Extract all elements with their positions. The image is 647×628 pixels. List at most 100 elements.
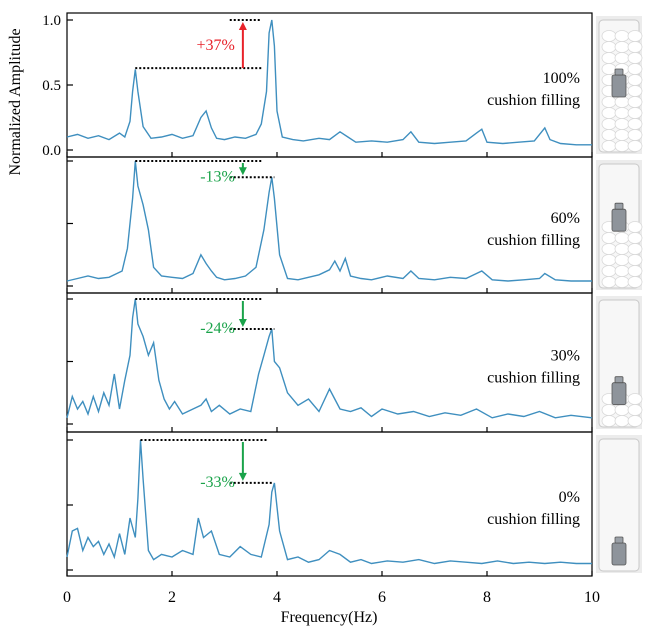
change-percent-label: -13% [200, 168, 235, 185]
jar-photo [596, 160, 643, 290]
metal-weight [611, 542, 627, 566]
y-tick-label: 0.5 [42, 78, 61, 94]
metal-weight-knob [614, 202, 624, 210]
x-tick-label: 2 [168, 589, 176, 606]
cushion-ball [601, 232, 617, 244]
panels: 0.0 0.5 1.0 +37% 100% cushion filling -13% 60% c… [42, 12, 593, 577]
cushion-ball [627, 30, 643, 42]
cushion-ball [627, 63, 643, 75]
cushion-ball [614, 265, 630, 277]
cushion-ball [627, 107, 643, 119]
cushion-ball [614, 41, 630, 53]
jar-photo [596, 296, 643, 429]
cushion-ball [627, 140, 643, 152]
panel-frame [66, 431, 593, 577]
change-percent-label: -24% [200, 320, 235, 337]
cushion-ball [601, 63, 617, 75]
cushion-ball [601, 254, 617, 266]
panel-60pct: -13% 60% cushion filling [66, 156, 593, 294]
change-arrow-head [238, 472, 247, 481]
cushion-ball [627, 221, 643, 233]
cushion-ball [614, 404, 630, 416]
y-tick-label: 1.0 [42, 13, 61, 29]
cushion-ball [614, 129, 630, 141]
x-tick-label: 8 [483, 589, 491, 606]
cushion-ball [627, 393, 643, 405]
cushion-ball [627, 74, 643, 86]
x-tick-label: 10 [584, 589, 600, 606]
filling-text-label: cushion filling [487, 370, 580, 387]
change-percent-label: -33% [200, 474, 235, 491]
cushion-ball [614, 118, 630, 130]
x-axis: 0 2 4 6 8 10 [63, 589, 600, 606]
cushion-ball [614, 140, 630, 152]
x-tick-label: 4 [273, 589, 281, 606]
filling-text-label: cushion filling [487, 92, 580, 109]
metal-weight [611, 74, 627, 98]
cushion-ball [627, 232, 643, 244]
cushion-ball [627, 129, 643, 141]
change-arrow-head [238, 22, 247, 30]
spectrum-line [66, 298, 593, 419]
metal-weight [611, 208, 627, 232]
cushion-ball [627, 243, 643, 255]
change-arrow-head [238, 319, 247, 327]
cushion-ball [601, 96, 617, 108]
cushion-ball [614, 232, 630, 244]
cushion-ball [627, 276, 643, 288]
cushion-ball [601, 30, 617, 42]
panel-30pct: -24% 30% cushion filling [66, 292, 593, 433]
cushion-ball [601, 276, 617, 288]
cushion-ball [601, 52, 617, 64]
cushion-ball [627, 52, 643, 64]
x-tick-label: 0 [63, 589, 71, 606]
cushion-ball [601, 41, 617, 53]
cushion-ball [601, 118, 617, 130]
cushion-ball [627, 254, 643, 266]
photos [596, 16, 643, 573]
cushion-ball [627, 85, 643, 97]
filling-percent-label: 30% [551, 348, 580, 365]
cushion-ball [627, 96, 643, 108]
cushion-ball [601, 107, 617, 119]
cushion-ball [614, 254, 630, 266]
panel-frame [66, 156, 593, 294]
metal-weight-knob [614, 376, 624, 384]
cushion-ball [627, 118, 643, 130]
cushion-ball [627, 265, 643, 277]
cushion-ball [627, 41, 643, 53]
jar-outline [598, 438, 640, 572]
cushion-ball [614, 96, 630, 108]
panel-frame [66, 12, 593, 158]
cushion-ball [601, 415, 617, 427]
spectrum-line [66, 19, 592, 146]
cushion-ball [614, 243, 630, 255]
cushion-ball [627, 415, 643, 427]
cushion-ball [614, 415, 630, 427]
jar-photo [596, 435, 642, 573]
cushion-ball [601, 265, 617, 277]
y-tick-label: 0.0 [42, 143, 61, 159]
cushion-ball [601, 243, 617, 255]
cushion-ball [601, 129, 617, 141]
filling-percent-label: 60% [551, 210, 580, 227]
change-arrow-head [238, 167, 247, 176]
metal-weight-knob [614, 68, 624, 76]
cushion-ball [614, 52, 630, 64]
jar-photo [596, 16, 643, 154]
spectrum-line [66, 439, 592, 565]
cushion-ball [614, 276, 630, 288]
panel-frame [66, 292, 593, 433]
cushion-ball [601, 404, 617, 416]
cushion-ball [614, 107, 630, 119]
metal-weight-knob [614, 536, 624, 544]
filling-percent-label: 0% [559, 489, 580, 506]
panel-100pct: 0.0 0.5 1.0 +37% 100% cushion filling [42, 12, 593, 159]
cushion-ball [601, 140, 617, 152]
filling-percent-label: 100% [543, 70, 580, 87]
metal-weight [611, 382, 627, 406]
panel-0pct: -33% 0% cushion filling [66, 431, 593, 577]
filling-text-label: cushion filling [487, 511, 580, 528]
y-axis-label: Normalized Amplitude [7, 28, 24, 175]
